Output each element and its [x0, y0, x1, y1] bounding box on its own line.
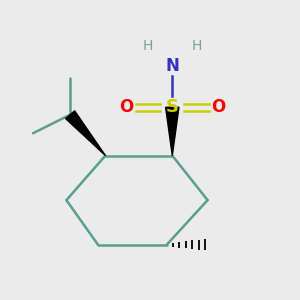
Text: H: H [143, 39, 153, 53]
Text: S: S [166, 98, 179, 116]
Text: H: H [191, 39, 202, 53]
Text: N: N [165, 57, 179, 75]
Polygon shape [166, 107, 179, 156]
Text: O: O [212, 98, 226, 116]
Text: O: O [119, 98, 133, 116]
Polygon shape [66, 111, 105, 156]
